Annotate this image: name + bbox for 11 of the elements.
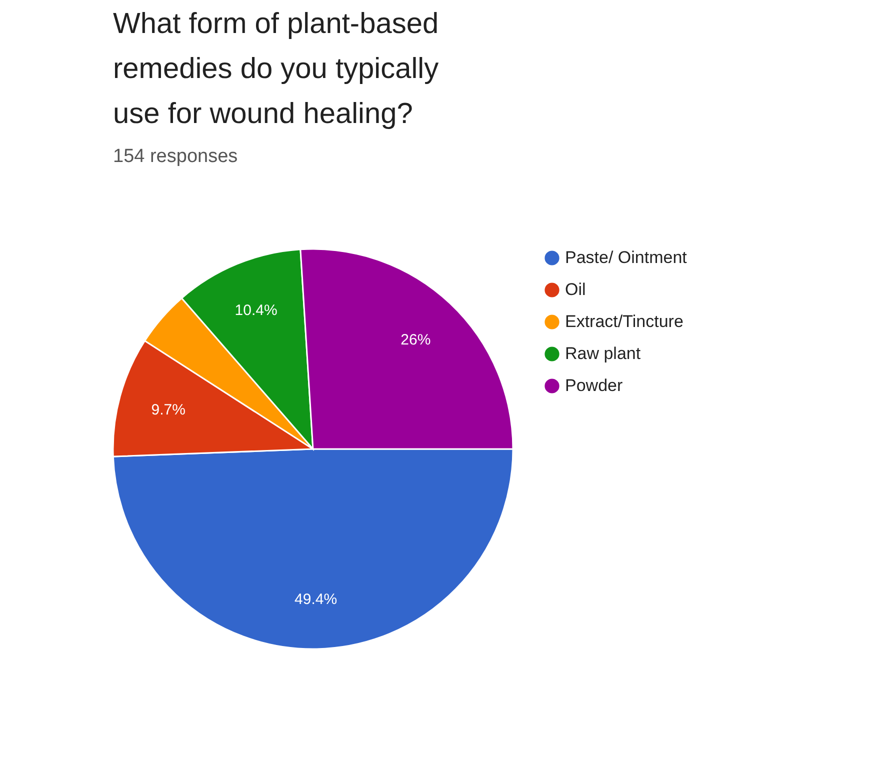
legend-label: Oil [565, 280, 586, 299]
legend-label: Paste/ Ointment [565, 248, 688, 267]
chart-title: What form of plant-based remedies do you typically use for wound healing? [113, 8, 440, 130]
data-label: 26% [400, 332, 431, 349]
data-label: 9.7% [151, 401, 186, 418]
data-label: 49.4% [294, 590, 338, 608]
legend-label: Raw plant [565, 344, 641, 363]
data-label: 10.4% [234, 302, 278, 320]
chart-subtitle: 154 responses [113, 146, 238, 167]
legend-label: Extract/Tincture [565, 312, 684, 331]
legend-label: Powder [565, 376, 623, 395]
